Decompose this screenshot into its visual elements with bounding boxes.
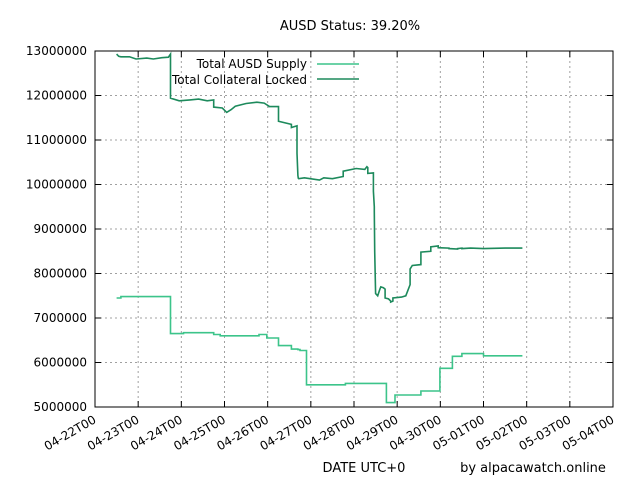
axis-ticks: 5000000 6000000 7000000 8000000 9000000 10000… — [26, 44, 617, 453]
series-line-total-collateral-locked — [116, 51, 523, 304]
y-tick-label: 9000000 — [34, 222, 87, 236]
y-tick-label: 8000000 — [34, 267, 87, 281]
x-axis-label: DATE UTC+0 — [323, 461, 406, 476]
legend-label-total-ausd-supply: Total AUSD Supply — [196, 57, 307, 71]
y-tick-label: 13000000 — [26, 44, 87, 58]
y-tick-label: 5000000 — [34, 400, 87, 414]
y-tick-label: 11000000 — [26, 133, 87, 147]
legend: Total AUSD Supply Total Collateral Locke… — [171, 57, 359, 87]
y-tick-label: 12000000 — [26, 89, 87, 103]
legend-label-total-collateral-locked: Total Collateral Locked — [171, 73, 307, 87]
credit-label: by alpacawatch.online — [460, 461, 606, 476]
series-line-total-ausd-supply — [116, 295, 523, 404]
y-tick-label: 6000000 — [34, 356, 87, 370]
chart-title: AUSD Status: 39.20% — [280, 19, 420, 34]
y-tick-label: 7000000 — [34, 311, 87, 325]
series-lines — [116, 51, 523, 404]
y-tick-label: 10000000 — [26, 178, 87, 192]
grid-lines — [95, 51, 613, 407]
